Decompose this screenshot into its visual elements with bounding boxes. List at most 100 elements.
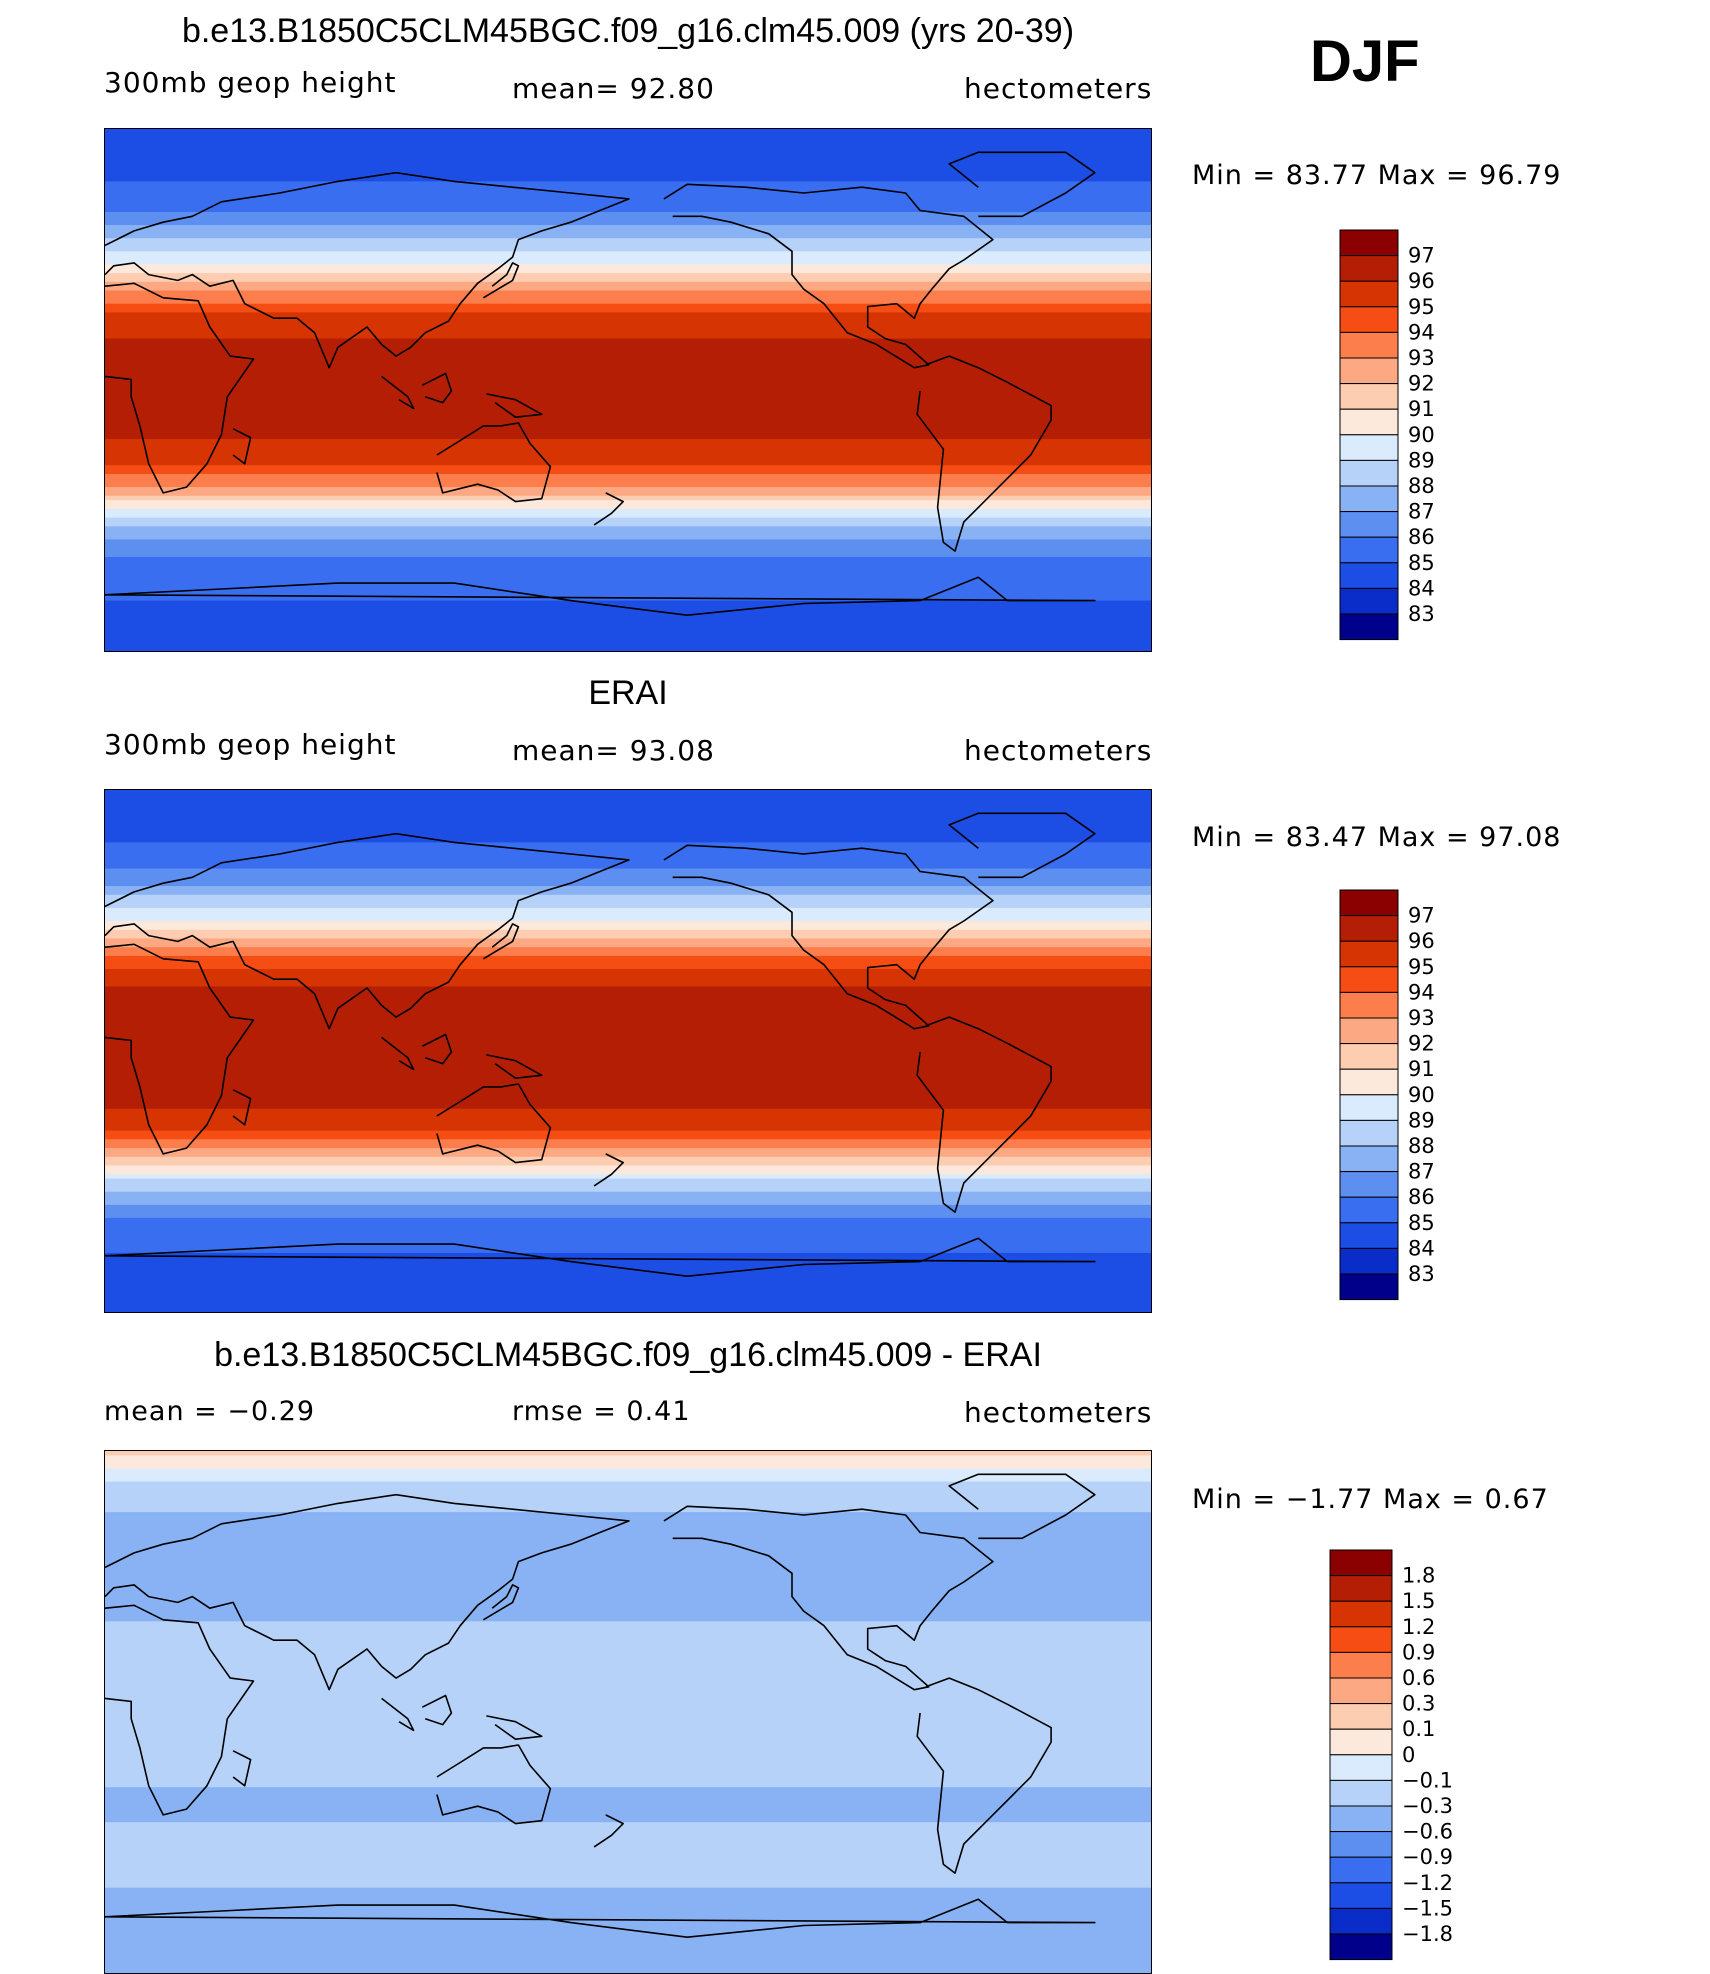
field-band <box>105 1047 1151 1053</box>
field-band <box>105 255 1151 261</box>
field-band <box>105 1817 1151 1823</box>
field-band <box>105 1883 1151 1889</box>
field-band <box>105 851 1151 857</box>
panel3-rmse-label: rmse = 0.41 <box>512 1396 691 1427</box>
panel2-center-label: mean= 93.08 <box>512 734 715 767</box>
field-band <box>105 1525 1151 1531</box>
field-band <box>105 1878 1151 1885</box>
field-band <box>105 1791 1151 1797</box>
field-band <box>105 1126 1151 1132</box>
colorbar-tick-label: 1.8 <box>1402 1564 1435 1588</box>
field-band <box>105 395 1151 401</box>
field-band <box>105 1222 1151 1228</box>
field-band <box>105 1499 1151 1505</box>
field-band <box>105 364 1151 370</box>
colorbar-cell <box>1339 991 1399 1019</box>
field-band <box>105 412 1151 418</box>
field-band <box>105 443 1151 449</box>
field-band <box>105 421 1151 427</box>
field-band <box>105 1209 1151 1215</box>
field-band <box>105 1038 1151 1045</box>
colorbar-cell <box>1339 915 1399 942</box>
field-band <box>105 1226 1151 1232</box>
colorbar-cell <box>1339 1068 1399 1096</box>
field-band <box>105 859 1151 866</box>
field-band <box>105 1940 1151 1946</box>
field-band <box>105 469 1151 475</box>
field-band <box>105 1069 1151 1075</box>
field-band <box>105 137 1151 143</box>
field-band <box>105 216 1151 222</box>
field-band <box>105 1887 1151 1893</box>
panel1-title: b.e13.B1850C5CLM45BGC.f09_g16.clm45.009 … <box>181 12 1075 50</box>
field-band <box>105 1774 1151 1780</box>
field-band <box>105 1651 1151 1658</box>
field-band <box>105 264 1151 270</box>
field-band <box>105 618 1151 624</box>
field-band <box>105 1121 1151 1128</box>
field-band <box>105 382 1151 388</box>
panel3-right-label: hectometers <box>964 1396 1153 1429</box>
field-band <box>105 342 1151 349</box>
field-band <box>105 1961 1151 1968</box>
field-band <box>105 609 1151 615</box>
field-band <box>105 543 1151 549</box>
field-band <box>105 811 1151 817</box>
field-band <box>105 803 1151 809</box>
field-band <box>105 491 1151 497</box>
field-band <box>105 190 1151 196</box>
field-band <box>105 1857 1151 1863</box>
colorbar-cell <box>1329 1703 1393 1730</box>
field-band <box>105 1603 1151 1609</box>
field-band <box>105 1017 1151 1023</box>
colorbar-tick-label: −1.8 <box>1402 1922 1453 1946</box>
field-band <box>105 1095 1151 1101</box>
field-band <box>105 1966 1151 1972</box>
colorbar-tick-label: 87 <box>1408 500 1435 524</box>
field-band <box>105 1108 1151 1114</box>
field-band <box>105 938 1151 944</box>
colorbar-cells <box>1329 1549 1393 1961</box>
field-band <box>105 1861 1151 1867</box>
colorbar-cell <box>1339 1094 1399 1121</box>
field-band <box>105 1844 1151 1850</box>
colorbar-cell <box>1339 331 1399 359</box>
field-band <box>105 229 1151 235</box>
colorbar-tick-label: 88 <box>1408 1134 1435 1158</box>
field-band <box>105 1239 1151 1245</box>
colorbar-cell <box>1339 408 1399 436</box>
field-band <box>105 1130 1151 1136</box>
field-band <box>105 504 1151 510</box>
colorbar-cell <box>1329 1677 1393 1705</box>
field-band <box>105 220 1151 226</box>
field-band <box>105 1870 1151 1876</box>
field-band <box>105 312 1151 318</box>
field-band <box>105 1529 1151 1535</box>
panel1-minmax: Min = 83.77 Max = 96.79 <box>1192 160 1562 191</box>
field-band <box>105 1800 1151 1806</box>
field-band <box>105 1686 1151 1692</box>
field-band <box>105 816 1151 822</box>
field-band <box>105 1296 1151 1302</box>
field-band <box>105 1756 1151 1762</box>
field-band <box>105 308 1151 314</box>
field-band <box>105 1477 1151 1483</box>
field-band <box>105 626 1151 632</box>
field-band <box>105 1086 1151 1093</box>
field-band <box>105 465 1151 471</box>
field-band <box>105 1117 1151 1123</box>
field-band <box>105 329 1151 336</box>
field-band <box>105 1931 1151 1937</box>
field-band <box>105 369 1151 375</box>
field-band <box>105 185 1151 191</box>
field-band <box>105 1104 1151 1110</box>
field-band <box>105 146 1151 152</box>
field-band <box>105 1187 1151 1193</box>
field-band <box>105 1100 1151 1106</box>
field-band <box>105 833 1151 839</box>
colorbar-cell <box>1329 1754 1393 1781</box>
field-band <box>105 1752 1151 1758</box>
zonal-bands <box>105 1451 1151 1973</box>
field-band <box>105 556 1151 563</box>
